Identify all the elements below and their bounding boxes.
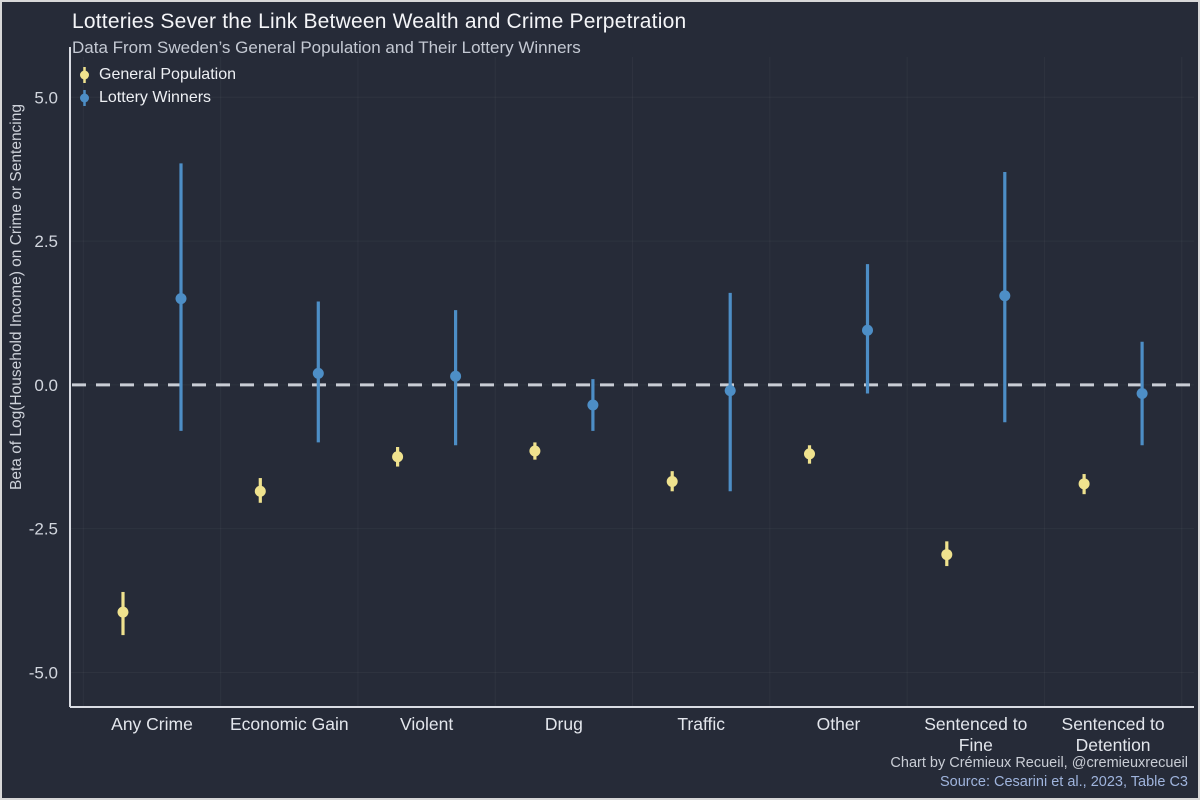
x-category-label: Any Crime: [111, 714, 193, 734]
legend-label: General Population: [99, 65, 236, 83]
lottery-winners-point-4: [724, 385, 736, 397]
lottery-winners-point-2: [450, 370, 462, 382]
lottery-winners-point-3: [587, 399, 599, 411]
pointrange-marker-icon: [78, 88, 91, 108]
x-category-label: Sentenced to Detention: [1062, 714, 1165, 755]
lottery-winners-point-6: [999, 290, 1011, 302]
general-population-point-6: [941, 549, 953, 561]
chart-title: Lotteries Sever the Link Between Wealth …: [72, 10, 687, 33]
general-population-point-5: [804, 448, 815, 460]
y-tick-label: 2.5: [34, 232, 58, 251]
pointrange-glyph: [80, 66, 89, 83]
x-category-label: Sentenced to Fine: [924, 714, 1027, 755]
lottery-winners-point-0: [175, 293, 187, 305]
chart-source: Source: Cesarini et al., 2023, Table C3: [940, 774, 1188, 790]
y-tick-label: 0.0: [34, 376, 58, 395]
x-category-label: Drug: [545, 714, 583, 734]
y-tick-label: -2.5: [29, 520, 58, 539]
chart-subtitle: Data From Sweden’s General Population an…: [72, 38, 581, 57]
legend-item-general-population: General Population: [78, 64, 236, 85]
general-population-point-4: [666, 476, 678, 488]
lottery-winners-point-1: [312, 367, 324, 379]
y-tick-label: -5.0: [29, 663, 58, 682]
pointrange-glyph: [80, 89, 89, 106]
general-population-point-3: [529, 445, 541, 457]
pointrange-marker-icon: [78, 65, 91, 85]
x-category-label: Other: [817, 714, 861, 734]
y-tick-label: 5.0: [34, 88, 58, 107]
legend-item-lottery-winners: Lottery Winners: [78, 87, 236, 108]
general-population-point-0: [117, 606, 129, 618]
general-population-point-1: [254, 485, 266, 497]
legend: General Population Lottery Winners: [78, 64, 236, 108]
legend-label: Lottery Winners: [99, 88, 212, 106]
y-axis-label: Beta of Log(Household Income) on Crime o…: [8, 104, 25, 490]
general-population-point-7: [1078, 478, 1090, 490]
lottery-winners-point-7: [1136, 388, 1148, 400]
chart-credit: Chart by Crémieux Recueil, @cremieuxrecu…: [890, 755, 1188, 771]
x-category-label: Violent: [400, 714, 453, 734]
x-category-label: Traffic: [677, 714, 725, 734]
lottery-winners-point-5: [862, 324, 873, 336]
x-category-label: Economic Gain: [230, 714, 349, 734]
general-population-point-2: [392, 451, 404, 463]
chart-footer: Chart by Crémieux Recueil, @cremieuxrecu…: [890, 754, 1188, 792]
